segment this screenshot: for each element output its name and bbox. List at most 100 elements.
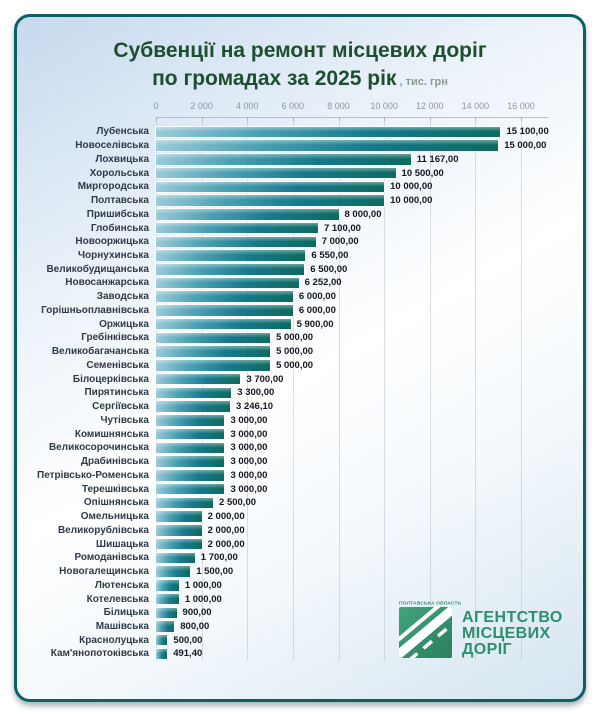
value-label: 3 300,00	[237, 387, 275, 399]
bar-track: 7 000,00	[156, 235, 583, 249]
bar	[156, 195, 385, 206]
value-label: 1 700,00	[200, 552, 238, 564]
bar	[156, 428, 225, 440]
category-label: Опішнянська	[83, 497, 149, 509]
bar-track: 10 500,00	[156, 166, 583, 180]
bar-track: 1 000,00	[156, 592, 583, 606]
bar	[156, 250, 306, 261]
bar	[156, 181, 385, 193]
bar-track: 3 000,00	[156, 469, 583, 483]
bar	[156, 607, 177, 618]
gridline	[429, 118, 431, 661]
bar	[156, 593, 179, 605]
category-label: Драбинівська	[80, 456, 149, 468]
bar	[156, 621, 175, 632]
chart-bar-row: Терешківська 3 000,00	[17, 482, 583, 496]
bar	[156, 222, 318, 234]
value-label: 3 000,00	[230, 483, 268, 495]
category-label: Сергіївська	[92, 401, 149, 413]
bar-track: 2 500,00	[156, 496, 583, 510]
value-label: 15 000,00	[504, 140, 547, 152]
value-label: 3 000,00	[230, 414, 268, 426]
axis-tick	[384, 117, 386, 121]
chart-bar-row: Семенівська 5 000,00	[17, 359, 583, 373]
category-label: Новогалещинська	[59, 566, 149, 578]
category-label: Лубенська	[96, 126, 149, 138]
bar-track: 800,00	[156, 620, 583, 634]
bar-chart: 0 2 000 4 000 6 000 8 000 10 000 12 000 14 000 1…	[17, 17, 583, 699]
bar-track: 6 000,00	[156, 304, 583, 318]
bar-track: 6 550,00	[156, 249, 583, 263]
bar	[156, 580, 179, 591]
road-logo-icon	[399, 607, 452, 663]
bar	[156, 483, 225, 495]
chart-bar-row: Петрівсько-Роменська 3 000,00	[17, 469, 583, 483]
category-label: Великобудищанська	[46, 263, 149, 275]
value-label: 5 000,00	[276, 346, 314, 358]
value-label: 3 000,00	[230, 428, 268, 440]
chart-bar-row: Новосанжарська 6 252,00	[17, 276, 583, 290]
bar	[156, 209, 339, 220]
axis-tick	[201, 117, 203, 121]
chart-bar-row: Глобинська 7 100,00	[17, 221, 583, 235]
bar-track: 6 252,00	[156, 276, 583, 290]
axis-tick	[521, 117, 522, 121]
bar	[156, 346, 271, 357]
gridline	[384, 118, 386, 661]
chart-bar-row: Гребінківська 5 000,00	[17, 331, 583, 345]
chart-bar-row: Білоцерківська 3 700,00	[17, 372, 583, 386]
category-label: Чорнухинська	[78, 250, 149, 262]
chart-bar-row: Лубенська 15 100,00	[17, 125, 583, 139]
chart-bar-row: Краснолуцька 500,00	[17, 633, 583, 647]
value-label: 900,00	[182, 607, 212, 619]
category-label: Ромоданівська	[74, 552, 149, 564]
bar-track: 15 100,00	[156, 125, 583, 139]
axis-tick	[156, 117, 157, 121]
category-label: Комишнянська	[74, 428, 149, 440]
bar-track: 11 167,00	[156, 152, 583, 166]
value-label: 2 500,00	[219, 497, 257, 509]
axis-tick	[338, 117, 340, 121]
value-label: 10 500,00	[401, 167, 444, 179]
agency-logo: ПОЛТАВСЬКА ОБЛАСТЬ	[399, 600, 563, 663]
bar-track: 1 700,00	[156, 551, 583, 565]
bar-track: 500,00	[156, 633, 583, 647]
bar	[156, 634, 168, 646]
axis-tick-label: 8 000	[327, 101, 350, 111]
bar	[156, 387, 232, 399]
chart-bar-row: Ромоданівська 1 700,00	[17, 551, 583, 565]
category-label: Заводська	[96, 291, 149, 303]
category-label: Машівська	[95, 620, 149, 632]
bar	[156, 566, 191, 577]
bar-track: 6 500,00	[156, 262, 583, 276]
axis-tick-label: 14 000	[461, 101, 490, 111]
chart-title-units: , тис. грн	[399, 76, 448, 88]
bar	[156, 373, 241, 385]
gridline	[292, 118, 294, 661]
chart-bar-row: Омельницька 2 000,00	[17, 510, 583, 524]
bar	[156, 525, 202, 536]
chart-bar-row: Великобагачанська 5 000,00	[17, 345, 583, 359]
category-label: Великорублівська	[57, 524, 149, 536]
x-axis-line	[156, 117, 548, 118]
axis-tick	[475, 117, 477, 121]
bar	[156, 552, 195, 564]
bar-track: 6 000,00	[156, 290, 583, 304]
value-label: 6 550,00	[311, 250, 349, 262]
axis-tick-label: 2 000	[190, 101, 213, 111]
bar-track: 491,40	[156, 647, 583, 661]
category-label: Миргородська	[77, 181, 149, 193]
bar-track: 3 000,00	[156, 427, 583, 441]
category-label: Гребінківська	[81, 332, 149, 344]
bar-track: 10 000,00	[156, 180, 583, 194]
category-label: Пирятинська	[84, 387, 149, 399]
bar	[156, 538, 202, 550]
value-label: 5 000,00	[276, 359, 314, 371]
axis-tick-label: 12 000	[415, 101, 444, 111]
bar	[156, 277, 299, 289]
value-label: 1 000,00	[184, 579, 222, 591]
gridline	[475, 118, 477, 661]
bar-track: 2 000,00	[156, 537, 583, 551]
chart-bar-row: Пришибська 8 000,00	[17, 207, 583, 221]
gridline	[521, 118, 522, 661]
